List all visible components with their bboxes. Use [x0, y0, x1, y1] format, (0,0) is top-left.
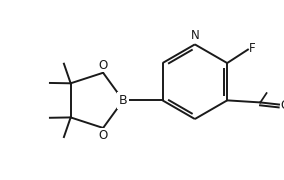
Text: O: O	[280, 100, 284, 112]
Text: N: N	[191, 29, 199, 42]
Text: O: O	[99, 129, 108, 142]
Text: O: O	[99, 59, 108, 72]
Text: F: F	[249, 42, 256, 55]
Text: B: B	[119, 94, 128, 107]
